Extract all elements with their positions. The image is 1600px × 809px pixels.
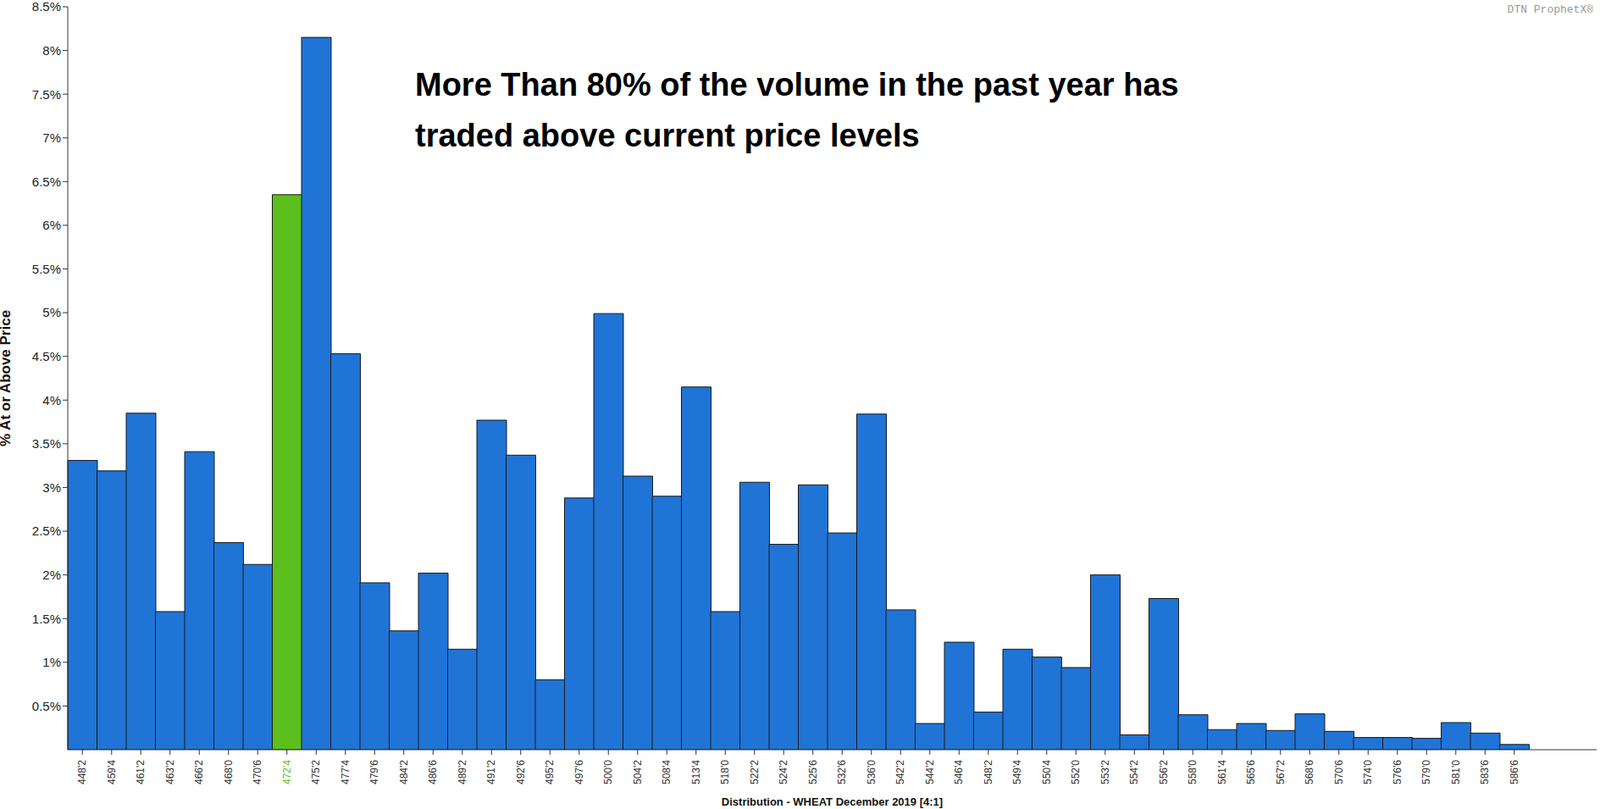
svg-text:% At or Above Price: % At or Above Price xyxy=(6,310,14,447)
svg-text:570'6: 570'6 xyxy=(1333,759,1346,785)
svg-text:3.5%: 3.5% xyxy=(32,436,61,451)
svg-text:448'2: 448'2 xyxy=(76,759,89,785)
svg-text:491'2: 491'2 xyxy=(485,759,498,785)
svg-text:552'0: 552'0 xyxy=(1069,759,1082,785)
svg-text:3%: 3% xyxy=(42,480,61,495)
svg-text:583'6: 583'6 xyxy=(1478,759,1491,785)
svg-text:567'2: 567'2 xyxy=(1274,759,1287,785)
svg-text:463'2: 463'2 xyxy=(164,759,177,785)
svg-text:466'2: 466'2 xyxy=(193,759,205,785)
svg-text:7%: 7% xyxy=(42,130,61,145)
svg-text:532'6: 532'6 xyxy=(835,759,848,785)
svg-text:574'0: 574'0 xyxy=(1361,759,1374,785)
svg-text:468'0: 468'0 xyxy=(222,759,235,785)
svg-text:479'6: 479'6 xyxy=(368,759,381,785)
svg-text:472'4: 472'4 xyxy=(281,759,294,785)
svg-text:513'4: 513'4 xyxy=(690,759,703,785)
svg-text:6%: 6% xyxy=(42,217,61,233)
svg-text:522'2: 522'2 xyxy=(748,759,761,785)
html-text:traded above current price lev: traded above current price levels xyxy=(415,117,920,154)
svg-text:500'0: 500'0 xyxy=(602,759,615,785)
svg-text:508'4: 508'4 xyxy=(660,759,673,785)
svg-text:576'6: 576'6 xyxy=(1391,759,1404,785)
svg-text:495'2: 495'2 xyxy=(543,759,556,785)
svg-text:5%: 5% xyxy=(42,304,61,320)
svg-text:492'6: 492'6 xyxy=(514,759,527,785)
svg-text:542'2: 542'2 xyxy=(894,759,907,785)
svg-text:7.5%: 7.5% xyxy=(32,87,61,102)
svg-text:475'2: 475'2 xyxy=(310,759,322,785)
svg-text:504'2: 504'2 xyxy=(631,759,644,785)
svg-text:565'6: 565'6 xyxy=(1245,759,1257,785)
svg-text:561'4: 561'4 xyxy=(1216,759,1229,785)
svg-text:554'2: 554'2 xyxy=(1128,759,1141,785)
svg-text:459'4: 459'4 xyxy=(105,759,118,785)
svg-text:1.5%: 1.5% xyxy=(32,611,61,626)
svg-text:470'6: 470'6 xyxy=(251,759,264,785)
svg-text:558'0: 558'0 xyxy=(1186,759,1199,785)
svg-text:489'2: 489'2 xyxy=(456,759,469,785)
svg-text:4.5%: 4.5% xyxy=(32,348,61,364)
svg-text:486'6: 486'6 xyxy=(426,759,439,785)
svg-text:8.5%: 8.5% xyxy=(32,0,61,14)
svg-text:556'2: 556'2 xyxy=(1157,759,1170,785)
svg-text:Distribution - WHEAT December: Distribution - WHEAT December 2019 [4:1] xyxy=(721,795,943,809)
svg-text:546'4: 546'4 xyxy=(952,759,965,785)
svg-text:553'2: 553'2 xyxy=(1099,759,1112,785)
svg-text:550'4: 550'4 xyxy=(1040,759,1053,785)
svg-text:1%: 1% xyxy=(42,654,61,670)
svg-text:579'0: 579'0 xyxy=(1420,759,1433,785)
svg-text:497'6: 497'6 xyxy=(573,759,586,785)
svg-text:536'0: 536'0 xyxy=(865,759,878,785)
html-text:More Than 80% of the volume in: More Than 80% of the volume in the past … xyxy=(415,66,1179,103)
svg-text:568'6: 568'6 xyxy=(1303,759,1316,785)
svg-text:544'2: 544'2 xyxy=(924,759,936,785)
svg-text:548'2: 548'2 xyxy=(982,759,995,785)
svg-text:524'2: 524'2 xyxy=(777,759,790,785)
svg-text:6.5%: 6.5% xyxy=(32,174,61,189)
svg-text:484'2: 484'2 xyxy=(398,759,410,785)
svg-text:2.5%: 2.5% xyxy=(32,523,61,538)
svg-text:5.5%: 5.5% xyxy=(32,261,61,277)
svg-text:525'6: 525'6 xyxy=(807,759,820,785)
svg-text:549'4: 549'4 xyxy=(1011,759,1024,785)
svg-text:8%: 8% xyxy=(42,43,61,58)
svg-text:477'4: 477'4 xyxy=(339,759,352,785)
svg-text:461'2: 461'2 xyxy=(134,759,147,785)
svg-text:518'0: 518'0 xyxy=(719,759,731,785)
svg-text:581'0: 581'0 xyxy=(1450,759,1462,785)
svg-text:4%: 4% xyxy=(42,393,61,408)
svg-text:586'6: 586'6 xyxy=(1508,759,1521,785)
svg-text:0.5%: 0.5% xyxy=(32,698,61,714)
html-text:DTN ProphetX®: DTN ProphetX® xyxy=(1507,3,1594,17)
svg-text:2%: 2% xyxy=(42,567,61,582)
